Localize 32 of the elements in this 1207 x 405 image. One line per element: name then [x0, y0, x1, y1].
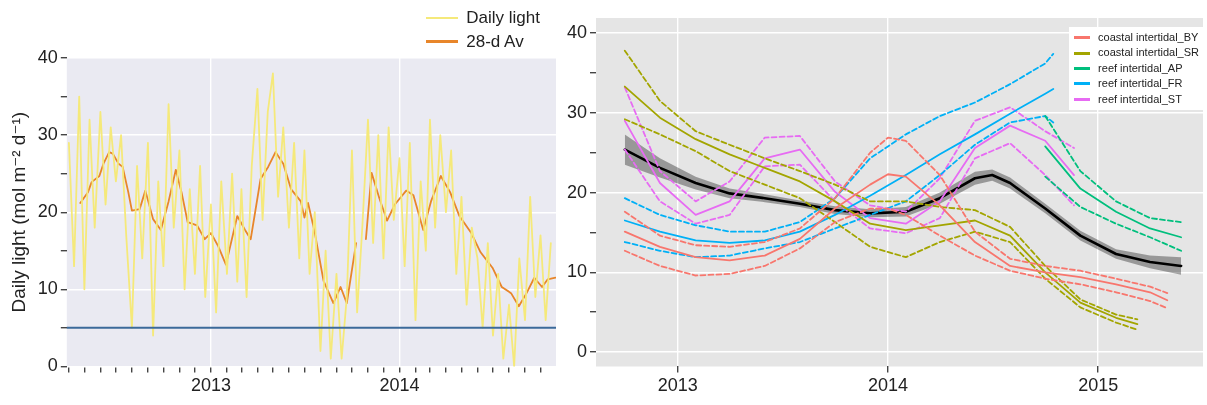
line-series	[1044, 175, 1183, 252]
y-tick-label: 40	[566, 22, 588, 43]
y-tick-label: 20	[566, 181, 588, 202]
legend-label: 28-d Av	[466, 30, 524, 53]
x-tick-label: 2015	[1078, 375, 1119, 396]
y-tick-label: 20	[37, 201, 58, 222]
y-tick-label: 10	[37, 278, 58, 299]
legend-label: reef intertidal_AP	[1098, 60, 1183, 76]
y-axis-title: Daily light (mol m⁻² d⁻¹)	[7, 111, 29, 313]
line-series	[623, 115, 1055, 259]
line-series	[623, 86, 1075, 213]
y-tick-label: 0	[47, 355, 58, 376]
y-tick-label: 30	[566, 101, 588, 122]
legend-label: Daily light	[466, 7, 540, 29]
x-tick-label: 2013	[190, 375, 231, 396]
legend-label: coastal intertidal_BY	[1098, 30, 1199, 45]
legend-label: reef intertidal_ST	[1098, 91, 1182, 107]
line-series	[623, 118, 1139, 331]
line-series	[623, 207, 1169, 310]
y-tick-label: 10	[566, 261, 588, 282]
x-tick-label: 2014	[379, 375, 420, 396]
x-tick-label: 2013	[657, 375, 698, 396]
line-series	[1044, 115, 1183, 223]
x-tick-label: 2014	[867, 375, 909, 396]
y-tick-label: 30	[37, 124, 58, 145]
y-tick-label: 40	[37, 46, 58, 67]
line-series	[623, 136, 1169, 294]
y-tick-label: 0	[577, 341, 588, 362]
legend-label: reef intertidal_FR	[1098, 76, 1183, 92]
line-series	[623, 142, 1075, 235]
legend-label: coastal intertidal_SR	[1098, 45, 1199, 61]
line-series	[623, 52, 1055, 233]
